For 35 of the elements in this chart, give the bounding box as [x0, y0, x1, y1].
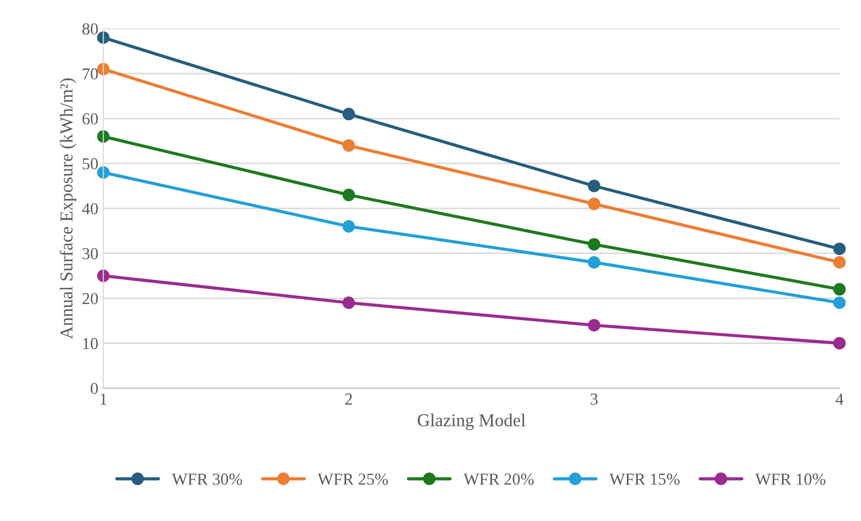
point — [588, 198, 600, 210]
legend-label: WFR 10% — [755, 474, 826, 485]
point — [833, 283, 846, 296]
point — [588, 180, 600, 192]
legend-label: WFR 20% — [463, 474, 534, 485]
legend-label: WFR 25% — [318, 474, 388, 485]
y-tick-label: 50 — [82, 158, 98, 170]
y-tick-label: 0 — [90, 382, 98, 394]
point — [342, 188, 355, 202]
point — [588, 256, 600, 269]
y-tick-label: 30 — [82, 248, 98, 260]
y-tick-label: 70 — [82, 68, 98, 80]
y-tick-label: 40 — [82, 203, 98, 214]
y-tick-label: 20 — [82, 292, 98, 304]
point — [833, 256, 846, 269]
point — [833, 242, 846, 256]
point — [833, 336, 846, 350]
x-tick-label: 4 — [836, 394, 844, 405]
point — [342, 220, 355, 233]
y-tick-label: 10 — [83, 338, 98, 350]
x-tick-label: 3 — [590, 394, 598, 405]
x-tick-label: 2 — [345, 394, 352, 405]
point — [833, 296, 846, 310]
point — [342, 296, 355, 310]
point — [342, 108, 355, 120]
legend-label: WFR 30% — [172, 474, 242, 485]
legend-label: WFR 15% — [609, 474, 680, 485]
point — [342, 139, 355, 152]
x-tick-label: 1 — [100, 394, 106, 405]
x-axis-title: Glazing Model — [418, 414, 526, 430]
y-axis-title: Annual Surface Exposure (kWh/m²) — [60, 78, 76, 340]
y-tick-label: 60 — [82, 113, 98, 124]
y-tick-label: 80 — [82, 23, 98, 35]
point — [588, 318, 600, 332]
point — [588, 238, 600, 251]
